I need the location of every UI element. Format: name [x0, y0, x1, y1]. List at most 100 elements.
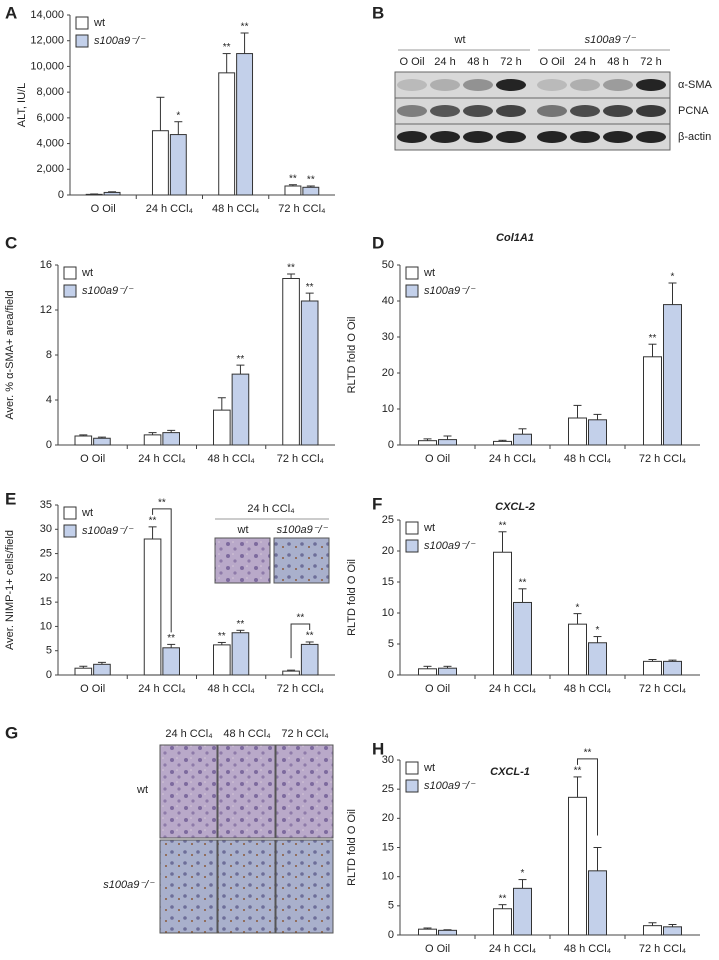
y-tick-label: 25	[382, 514, 394, 526]
significance-label: **	[306, 282, 314, 293]
y-tick-label: 10,000	[30, 60, 64, 72]
x-tick-label: O Oil	[80, 683, 105, 695]
x-tick-label: O Oil	[425, 453, 450, 465]
bar	[213, 644, 231, 676]
bar	[568, 417, 587, 446]
significance-label: *	[521, 868, 525, 879]
bar	[513, 601, 532, 676]
y-tick-label: 10	[382, 607, 394, 619]
x-tick-label: 24 h CCl₄	[146, 203, 194, 215]
bar	[74, 667, 93, 676]
protein-label: α-SMA	[678, 79, 713, 91]
blot-band	[430, 131, 460, 143]
y-tick-label: 30	[382, 331, 394, 343]
x-tick-label: 24 h CCl₄	[138, 453, 186, 465]
panel-letter: H	[372, 739, 384, 758]
legend-label: s100a9⁻/⁻	[94, 35, 146, 47]
bar	[438, 667, 457, 676]
y-tick-label: 10	[382, 403, 394, 415]
y-tick-label: 40	[382, 295, 394, 307]
bar	[236, 53, 254, 196]
y-tick-label: 30	[40, 523, 52, 535]
bar	[169, 134, 187, 196]
significance-label: **	[499, 520, 507, 531]
histology-image	[275, 744, 334, 839]
blot-group: wt	[454, 34, 466, 46]
bar	[588, 419, 607, 446]
x-tick-label: O Oil	[80, 453, 105, 465]
legend-swatch	[63, 266, 77, 280]
y-tick-label: 0	[46, 669, 52, 681]
panel-letter: G	[5, 723, 18, 742]
row-label: s100a9⁻/⁻	[103, 879, 155, 891]
blot-band	[570, 131, 600, 143]
y-tick-label: 25	[40, 547, 52, 559]
bar	[513, 887, 532, 936]
legend-swatch	[405, 779, 419, 793]
bar	[568, 623, 587, 676]
bar	[643, 925, 662, 936]
bar	[300, 300, 319, 446]
bar	[588, 870, 607, 936]
legend-label: s100a9⁻/⁻	[424, 780, 476, 792]
y-tick-label: 15	[382, 841, 394, 853]
significance-label: **	[218, 631, 226, 642]
legend-label: wt	[81, 507, 93, 519]
y-tick-label: 5	[388, 638, 394, 650]
legend-label: wt	[423, 522, 435, 534]
x-tick-label: 24 h CCl₄	[138, 683, 186, 695]
y-tick-label: 0	[388, 929, 394, 941]
blot-band	[570, 79, 600, 91]
y-tick-label: 16	[40, 259, 52, 271]
bar	[282, 670, 300, 676]
bar	[93, 437, 111, 446]
comparison-label: **	[584, 748, 592, 759]
blot-band	[496, 79, 526, 91]
x-tick-label: 48 h CCl₄	[207, 453, 255, 465]
comparison-label: **	[296, 613, 304, 624]
blot-band	[603, 131, 633, 143]
legend-label: wt	[81, 267, 93, 279]
y-tick-label: 20	[382, 367, 394, 379]
legend-swatch	[405, 521, 419, 535]
significance-label: *	[596, 625, 600, 636]
y-tick-label: 2,000	[36, 163, 64, 175]
blot-band	[463, 105, 493, 117]
bar	[513, 433, 532, 446]
significance-label: *	[671, 272, 675, 283]
bar	[300, 643, 319, 676]
significance-label: *	[576, 602, 580, 613]
y-axis-label: Aver. NIMP-1+ cells/field	[4, 530, 16, 650]
bar	[438, 439, 457, 446]
x-tick-label: 48 h CCl₄	[564, 943, 612, 955]
blot-band	[397, 131, 427, 143]
x-tick-label: 48 h CCl₄	[564, 683, 612, 695]
lane-label: 48 h	[467, 56, 488, 68]
y-tick-label: 0	[58, 189, 64, 201]
lane-label: 72 h	[640, 56, 661, 68]
y-tick-label: 8	[46, 349, 52, 361]
x-tick-label: 72 h CCl₄	[639, 943, 687, 955]
bar	[74, 435, 93, 446]
lane-label: 72 h	[500, 56, 521, 68]
bar	[143, 434, 162, 446]
comparison-label: **	[158, 497, 166, 508]
blot-band	[430, 105, 460, 117]
legend-swatch	[75, 16, 89, 30]
column-label: 24 h CCl₄	[165, 728, 213, 740]
column-label: 48 h CCl₄	[223, 728, 271, 740]
legend-swatch	[63, 524, 77, 538]
bar	[663, 926, 682, 936]
blot-band	[537, 79, 567, 91]
x-tick-label: 72 h CCl₄	[277, 453, 325, 465]
blot-band	[537, 131, 567, 143]
y-axis-label: RLTD fold O Oil	[346, 317, 358, 394]
comparison-bracket	[290, 623, 311, 659]
bar	[231, 632, 250, 676]
lane-label: O Oil	[399, 56, 424, 68]
bar	[151, 130, 169, 196]
y-tick-label: 20	[382, 545, 394, 557]
significance-label: **	[287, 263, 295, 274]
significance-label: **	[499, 893, 507, 904]
inset-label: s100a9⁻/⁻	[277, 524, 329, 536]
